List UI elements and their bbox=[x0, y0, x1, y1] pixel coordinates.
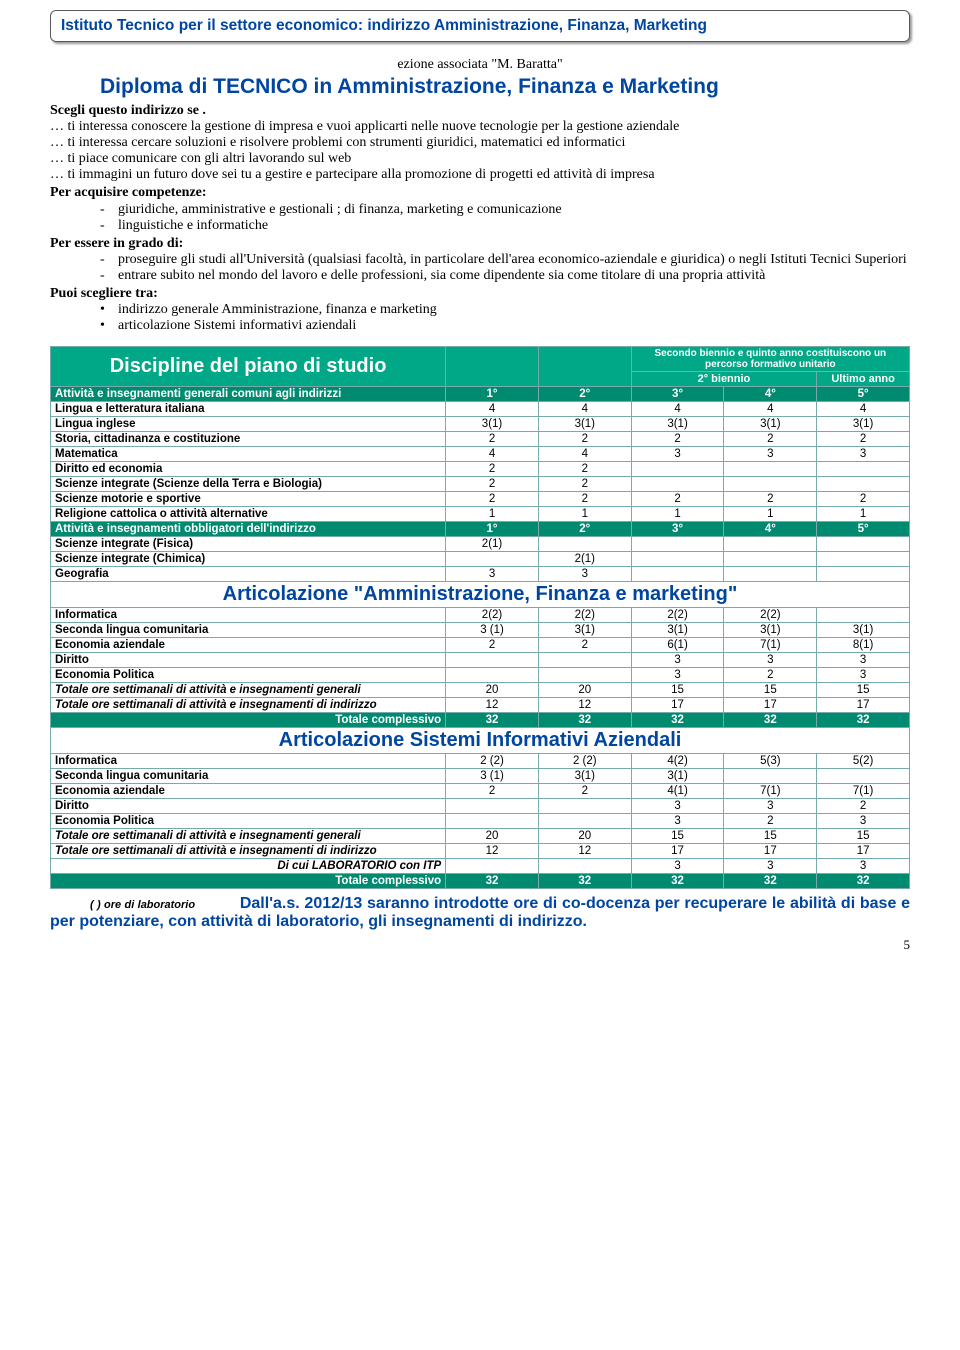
grado-label: Per essere in grado di: bbox=[50, 236, 910, 252]
intro-line: … ti interessa cercare soluzioni e risol… bbox=[50, 135, 910, 151]
section-header: Attività e insegnamenti generali comuni … bbox=[51, 387, 446, 402]
subject-cell: Religione cattolica o attività alternati… bbox=[51, 507, 446, 522]
subject-cell: Scienze integrate (Fisica) bbox=[51, 537, 446, 552]
intro-text: Scegli questo indirizzo se . … ti intere… bbox=[50, 103, 910, 334]
subject-cell: Storia, cittadinanza e costituzione bbox=[51, 432, 446, 447]
subject-cell: Scienze motorie e sportive bbox=[51, 492, 446, 507]
subject-cell: Seconda lingua comunitaria bbox=[51, 623, 446, 638]
table-title: Discipline del piano di studio bbox=[51, 347, 446, 387]
scegli-label: Puoi scegliere tra: bbox=[50, 286, 910, 302]
subject-cell: Diritto bbox=[51, 653, 446, 668]
list-item: giuridiche, amministrative e gestionali … bbox=[100, 202, 910, 218]
articolazione-banner: Articolazione "Amministrazione, Finanza … bbox=[51, 582, 910, 608]
subject-cell: Totale ore settimanali di attività e ins… bbox=[51, 683, 446, 698]
subject-cell: Totale ore settimanali di attività e ins… bbox=[51, 698, 446, 713]
subtitle: ezione associata "M. Baratta" bbox=[50, 57, 910, 73]
col-ultimo: Ultimo anno bbox=[817, 372, 910, 387]
subject-cell: Economia Politica bbox=[51, 814, 446, 829]
subject-cell: Totale ore settimanali di attività e ins… bbox=[51, 829, 446, 844]
diploma-title: Diploma di TECNICO in Amministrazione, F… bbox=[100, 75, 910, 99]
page-number: 5 bbox=[50, 937, 910, 953]
subject-cell: Geografia bbox=[51, 567, 446, 582]
list-item: articolazione Sistemi informativi aziend… bbox=[100, 318, 910, 334]
lead-line: Scegli questo indirizzo se . bbox=[50, 103, 910, 119]
subject-cell: Informatica bbox=[51, 608, 446, 623]
header-title: Istituto Tecnico per il settore economic… bbox=[61, 17, 899, 35]
footnote: ( ) ore di laboratorio Dall'a.s. 2012/13… bbox=[50, 895, 910, 931]
footnote-legend: ( ) ore di laboratorio bbox=[90, 899, 195, 911]
total-label: Totale complessivo bbox=[51, 713, 446, 728]
subject-cell: Economia aziendale bbox=[51, 784, 446, 799]
subject-cell: Informatica bbox=[51, 754, 446, 769]
list-item: proseguire gli studi all'Università (qua… bbox=[100, 252, 910, 268]
subject-cell: Seconda lingua comunitaria bbox=[51, 769, 446, 784]
table-col-super: Secondo biennio e quinto anno costituisc… bbox=[631, 347, 909, 372]
header-box: Istituto Tecnico per il settore economic… bbox=[50, 10, 910, 42]
subject-cell: Economia Politica bbox=[51, 668, 446, 683]
subject-cell: Diritto ed economia bbox=[51, 462, 446, 477]
subject-cell: Totale ore settimanali di attività e ins… bbox=[51, 844, 446, 859]
subject-cell: Lingua inglese bbox=[51, 417, 446, 432]
subject-cell: Scienze integrate (Chimica) bbox=[51, 552, 446, 567]
subject-cell: Lingua e letteratura italiana bbox=[51, 402, 446, 417]
list-item: linguistiche e informatiche bbox=[100, 218, 910, 234]
competenze-label: Per acquisire competenze: bbox=[50, 185, 910, 201]
total-label: Totale complessivo bbox=[51, 874, 446, 889]
subject-cell: Economia aziendale bbox=[51, 638, 446, 653]
intro-line: … ti piace comunicare con gli altri lavo… bbox=[50, 151, 910, 167]
intro-line: … ti interessa conoscere la gestione di … bbox=[50, 119, 910, 135]
section-header: Attività e insegnamenti obbligatori dell… bbox=[51, 522, 446, 537]
subject-cell: Di cui LABORATORIO con ITP bbox=[51, 859, 446, 874]
articolazione-banner: Articolazione Sistemi Informativi Aziend… bbox=[51, 728, 910, 754]
subject-cell: Diritto bbox=[51, 799, 446, 814]
curriculum-table: Discipline del piano di studio Secondo bi… bbox=[50, 346, 910, 889]
list-item: indirizzo generale Amministrazione, fina… bbox=[100, 302, 910, 318]
intro-line: … ti immagini un futuro dove sei tu a ge… bbox=[50, 167, 910, 183]
subject-cell: Matematica bbox=[51, 447, 446, 462]
subject-cell: Scienze integrate (Scienze della Terra e… bbox=[51, 477, 446, 492]
list-item: entrare subito nel mondo del lavoro e de… bbox=[100, 268, 910, 284]
col-biennio: 2° biennio bbox=[631, 372, 817, 387]
